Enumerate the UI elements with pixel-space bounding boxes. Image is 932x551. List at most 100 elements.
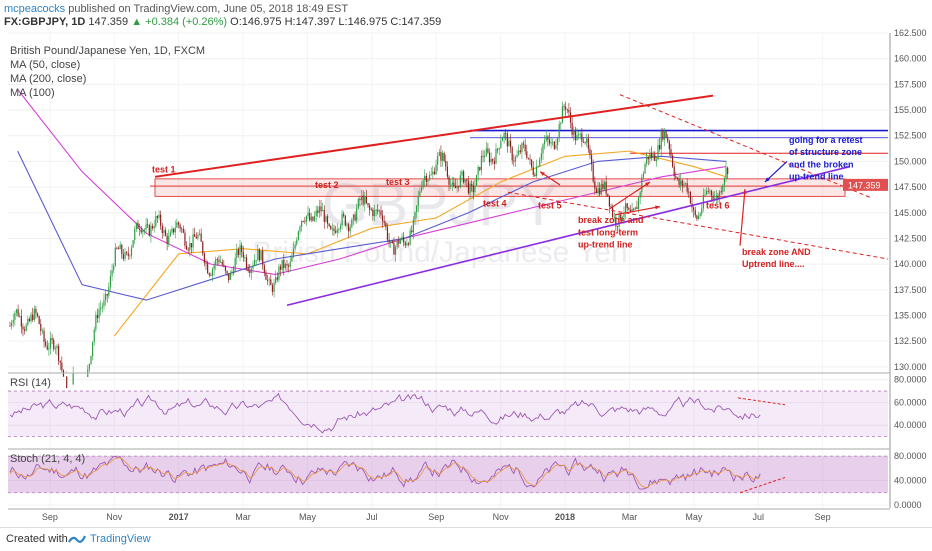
legend-ma100[interactable]: MA (100) xyxy=(10,87,55,99)
candle xyxy=(130,247,133,256)
candle xyxy=(516,154,518,158)
candle xyxy=(171,228,173,233)
break-zone-note-2[interactable]: Uptrend line.... xyxy=(742,259,805,269)
candle xyxy=(712,195,714,201)
legend-title[interactable]: British Pound/Japanese Yen, 1D, FXCM xyxy=(10,45,206,57)
candle xyxy=(346,224,348,226)
candle xyxy=(351,219,353,228)
candle xyxy=(727,167,729,175)
candle xyxy=(129,255,131,257)
candle xyxy=(140,229,142,233)
candle xyxy=(255,260,257,262)
candle xyxy=(411,230,413,233)
candle xyxy=(343,213,345,216)
candle xyxy=(382,215,384,222)
candle xyxy=(396,240,398,248)
candle xyxy=(286,263,288,266)
candle xyxy=(539,159,541,167)
candle xyxy=(629,209,632,212)
candle xyxy=(210,275,212,276)
candle xyxy=(718,191,721,200)
candle xyxy=(469,183,471,194)
candle xyxy=(599,188,601,195)
test-2-label[interactable]: test 2 xyxy=(315,180,339,190)
candle xyxy=(430,174,432,176)
candle xyxy=(151,225,154,229)
rsi-label[interactable]: RSI (14) xyxy=(10,377,51,389)
arrow-break2-head xyxy=(742,189,747,194)
candle xyxy=(245,257,248,268)
candle xyxy=(707,190,709,192)
candle xyxy=(416,205,418,213)
candle xyxy=(139,228,141,230)
candle xyxy=(573,130,575,135)
candle xyxy=(414,212,416,220)
candle xyxy=(668,141,670,150)
candle xyxy=(176,222,178,228)
break-zone-note-1[interactable]: up-trend line xyxy=(578,240,633,250)
candle xyxy=(385,222,387,228)
candle xyxy=(53,340,55,350)
candle xyxy=(458,185,460,188)
author-link[interactable]: mcpeacocks xyxy=(4,3,66,15)
candle xyxy=(602,183,604,190)
candle xyxy=(401,236,403,240)
retest-note[interactable]: of structure zone xyxy=(789,147,862,157)
break-zone-note-1[interactable]: break zone and xyxy=(578,215,644,225)
price-tick-label: 160.000 xyxy=(894,54,927,64)
candle xyxy=(43,330,45,342)
test-3-label[interactable]: test 3 xyxy=(386,177,410,187)
candle xyxy=(568,109,570,113)
stoch-tick-label: 80.0000 xyxy=(894,451,927,461)
candle xyxy=(312,216,314,221)
chart-header: mcpeacocks published on TradingView.com,… xyxy=(0,0,932,30)
candle xyxy=(323,209,325,222)
legend-ma200[interactable]: MA (200, close) xyxy=(10,73,87,85)
candle xyxy=(326,216,329,224)
test-6-label[interactable]: test 6 xyxy=(706,201,730,211)
candle xyxy=(433,171,436,175)
time-tick-label: Nov xyxy=(493,512,510,522)
candle xyxy=(155,216,157,227)
price-tick-label: 140.000 xyxy=(894,259,927,269)
legend-ma50[interactable]: MA (50, close) xyxy=(10,59,81,71)
candle xyxy=(223,264,225,266)
price-tick-label: 150.000 xyxy=(894,156,927,166)
stoch-divergence-line xyxy=(739,477,786,494)
candle xyxy=(477,166,479,176)
test-1-label[interactable]: test 1 xyxy=(152,165,176,175)
candle xyxy=(472,185,474,193)
break-zone-note-2[interactable]: break zone AND xyxy=(742,247,811,257)
test-5-label[interactable]: test 5 xyxy=(538,201,562,211)
candle xyxy=(181,228,183,230)
retest-note[interactable]: going for a retest xyxy=(789,135,863,145)
candle xyxy=(618,213,620,227)
candle xyxy=(234,257,236,273)
candle xyxy=(185,245,188,250)
candle xyxy=(391,241,393,243)
candle xyxy=(127,253,129,256)
candle xyxy=(576,134,578,141)
candle xyxy=(375,209,377,211)
candle xyxy=(701,208,703,214)
candle xyxy=(166,235,168,244)
candle xyxy=(540,153,542,160)
test-4-label[interactable]: test 4 xyxy=(483,199,507,209)
candle xyxy=(490,158,492,163)
break-zone-note-1[interactable]: test long-term xyxy=(578,227,638,237)
candle xyxy=(279,266,282,270)
candle xyxy=(49,338,52,349)
candle xyxy=(237,249,240,255)
retest-note[interactable]: up-trend line xyxy=(789,172,844,182)
candle xyxy=(383,221,385,223)
tradingview-link[interactable]: TradingView xyxy=(90,533,151,545)
candle xyxy=(33,308,35,321)
candle xyxy=(581,133,583,142)
retest-note[interactable]: and the broken xyxy=(789,159,854,169)
candle xyxy=(720,191,722,193)
candle xyxy=(203,253,205,263)
rsi-divergence-line xyxy=(737,397,786,406)
stoch-label[interactable]: Stoch (21, 4, 4) xyxy=(10,453,86,465)
candle xyxy=(646,156,648,165)
chart-area[interactable]: GBPJPY British Pound/Japanese Yen 130.00… xyxy=(0,0,932,527)
